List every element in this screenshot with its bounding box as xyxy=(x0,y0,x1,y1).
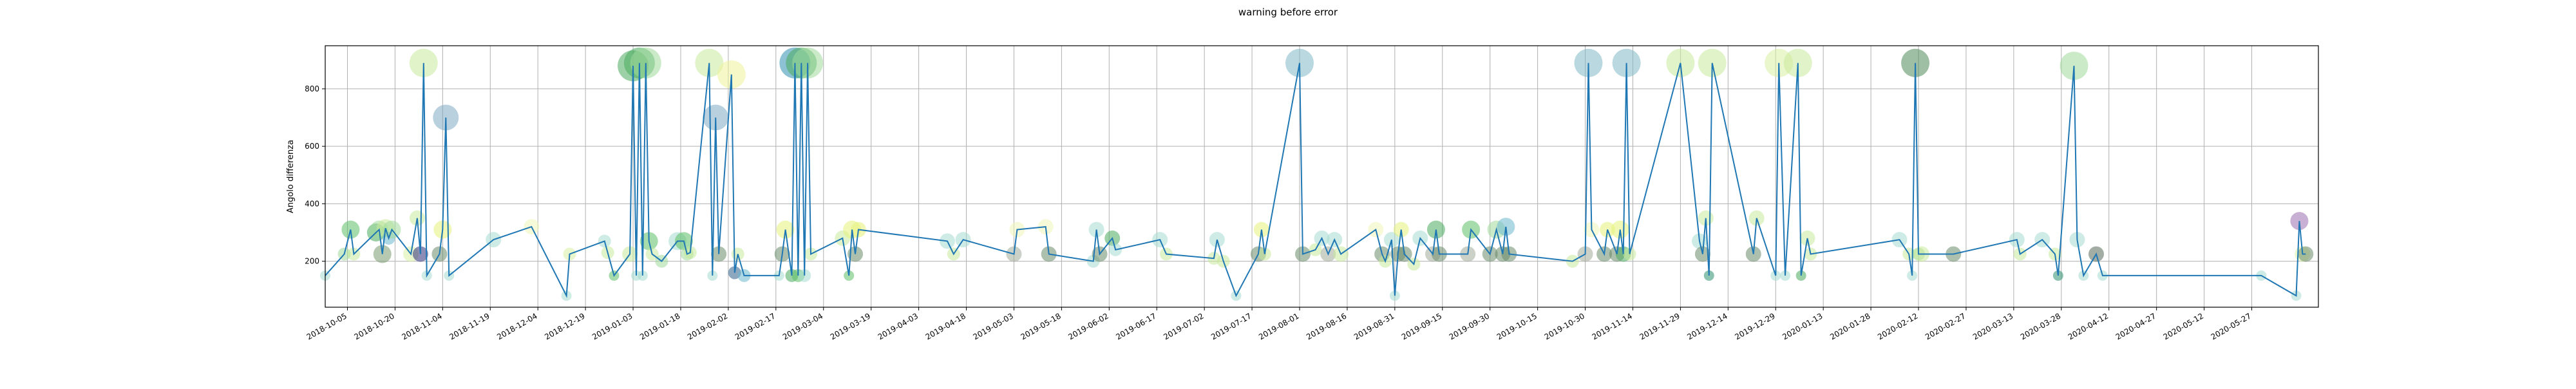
x-tick-label: 2019-07-17 xyxy=(1209,311,1253,341)
x-tick-label: 2019-05-03 xyxy=(972,311,1015,341)
x-tick-label: 2018-12-19 xyxy=(543,311,586,341)
x-tick-label: 2019-03-04 xyxy=(781,311,824,341)
data-point xyxy=(1612,48,1641,77)
data-point xyxy=(409,48,438,77)
x-tick-label: 2018-11-04 xyxy=(400,311,443,341)
x-tick-label: 2019-08-31 xyxy=(1352,311,1396,341)
x-tick-label: 2019-12-29 xyxy=(1733,311,1776,341)
y-tick-label: 400 xyxy=(305,199,319,208)
marker-layer xyxy=(320,47,2314,301)
x-axis: 2018-10-05 2018-10-20 2018-11-04 2018-11-19… xyxy=(305,307,2253,341)
x-tick-label: 2019-11-29 xyxy=(1638,311,1681,341)
x-tick-label: 2019-01-03 xyxy=(591,311,634,341)
x-tick-label: 2019-06-17 xyxy=(1114,311,1157,341)
data-point xyxy=(792,47,824,79)
x-tick-label: 2020-01-13 xyxy=(1781,311,1824,341)
data-point xyxy=(707,270,718,281)
x-tick-label: 2019-02-02 xyxy=(686,311,729,341)
plot-frame xyxy=(325,45,2319,308)
x-tick-label: 2020-01-28 xyxy=(1828,311,1871,341)
data-point xyxy=(798,269,811,282)
x-tick-label: 2019-10-30 xyxy=(1543,311,1586,341)
x-tick-label: 2019-11-14 xyxy=(1591,311,1634,341)
data-point xyxy=(630,47,661,79)
x-tick-label: 2020-03-13 xyxy=(1971,311,2014,341)
x-tick-label: 2019-08-16 xyxy=(1305,311,1348,341)
data-point xyxy=(637,270,648,281)
x-tick-label: 2018-10-20 xyxy=(353,311,396,341)
x-tick-label: 2019-02-17 xyxy=(734,311,777,341)
x-tick-label: 2019-12-14 xyxy=(1685,311,1728,341)
data-point xyxy=(1574,48,1603,77)
y-tick-label: 600 xyxy=(305,142,319,151)
x-tick-label: 2019-03-19 xyxy=(829,311,872,341)
x-tick-label: 2019-10-15 xyxy=(1495,311,1539,341)
x-tick-label: 2020-02-12 xyxy=(1876,311,1919,341)
x-tick-label: 2019-04-18 xyxy=(924,311,967,341)
x-tick-label: 2019-04-03 xyxy=(876,311,920,341)
y-tick-label: 200 xyxy=(305,257,319,266)
x-tick-label: 2018-10-05 xyxy=(305,311,348,341)
x-tick-label: 2019-01-18 xyxy=(638,311,681,341)
x-tick-label: 2018-12-04 xyxy=(495,311,538,341)
x-tick-label: 2020-04-12 xyxy=(2067,311,2110,341)
y-axis: 200 400 600 800 xyxy=(305,84,325,266)
x-tick-label: 2020-05-12 xyxy=(2162,311,2205,341)
x-tick-label: 2019-06-02 xyxy=(1066,311,1110,341)
x-tick-label: 2020-03-28 xyxy=(2019,311,2062,341)
data-point xyxy=(1901,48,1930,77)
x-tick-label: 2019-09-15 xyxy=(1400,311,1443,341)
x-tick-label: 2019-05-18 xyxy=(1019,311,1062,341)
x-tick-label: 2020-04-27 xyxy=(2114,311,2157,341)
line-layer xyxy=(325,62,2306,298)
y-axis-label: Angolo differenza xyxy=(286,140,296,213)
x-tick-label: 2019-09-30 xyxy=(1448,311,1491,341)
x-tick-label: 2018-11-19 xyxy=(448,311,491,341)
x-tick-label: 2020-05-27 xyxy=(2210,311,2253,341)
chart-title: warning before error xyxy=(1238,6,1338,18)
x-tick-label: 2019-07-02 xyxy=(1162,311,1205,341)
series-line xyxy=(325,62,2306,298)
x-tick-label: 2020-02-27 xyxy=(1924,311,1967,341)
y-tick-label: 800 xyxy=(305,84,319,93)
x-tick-label: 2019-08-01 xyxy=(1257,311,1300,341)
grid-layer xyxy=(325,46,2318,307)
